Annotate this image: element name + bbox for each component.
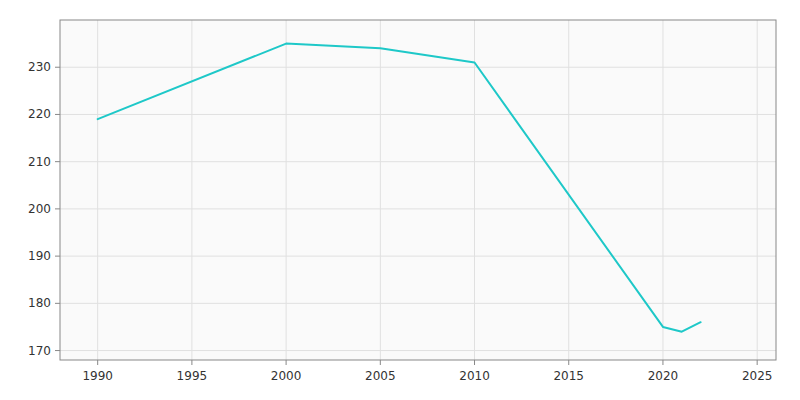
x-tick [380, 360, 381, 365]
y-tick-label: 170 [28, 344, 51, 358]
page: {"chart_data": {"type": "line", "x": [19… [0, 0, 800, 400]
x-tick-label: 2025 [742, 369, 773, 383]
y-tick [55, 256, 60, 257]
plot-background [60, 20, 776, 360]
x-tick-label: 1995 [177, 369, 208, 383]
y-grid-line [60, 256, 776, 257]
x-tick [662, 360, 663, 365]
marks [98, 44, 701, 332]
x-grid-line [97, 20, 98, 360]
x-grid-line [474, 20, 475, 360]
chart-container: 1990 1995 2000 2005 2010 2015 2020 2025 170 180 19… [0, 0, 800, 400]
x-tick [568, 360, 569, 365]
x-tick-label: 2000 [271, 369, 302, 383]
x-grid-line [568, 20, 569, 360]
x-tick [757, 360, 758, 365]
y-tick-label: 220 [28, 107, 51, 121]
x-tick-label: 1990 [82, 369, 113, 383]
y-tick [55, 208, 60, 209]
y-grid-line [60, 114, 776, 115]
y-tick-label: 210 [28, 155, 51, 169]
y-tick [55, 161, 60, 162]
x-grid-line [380, 20, 381, 360]
x-tick-label: 2020 [648, 369, 679, 383]
plot-frame [60, 20, 776, 360]
y-tick [55, 350, 60, 351]
x-grid-line [662, 20, 663, 360]
x-grid-line [757, 20, 758, 360]
x-tick [191, 360, 192, 365]
y-tick [55, 114, 60, 115]
x-grid-line [286, 20, 287, 360]
y-tick-label: 180 [28, 296, 51, 310]
x-tick [474, 360, 475, 365]
y-tick [55, 67, 60, 68]
x-tick-label: 2010 [459, 369, 490, 383]
y-grid-line [60, 161, 776, 162]
data-line [98, 44, 701, 332]
y-grid-line [60, 350, 776, 351]
y-tick-label: 190 [28, 249, 51, 263]
tick-labels: 1990 1995 2000 2005 2010 2015 2020 2025 170 180 19… [28, 60, 772, 383]
y-grid-line [60, 67, 776, 68]
chart-svg: 1990 1995 2000 2005 2010 2015 2020 2025 170 180 19… [0, 0, 800, 400]
y-tick [55, 303, 60, 304]
y-tick-label: 230 [28, 60, 51, 74]
x-tick [286, 360, 287, 365]
y-grid-line [60, 303, 776, 304]
x-tick-label: 2005 [365, 369, 396, 383]
x-tick [97, 360, 98, 365]
y-tick-label: 200 [28, 202, 51, 216]
x-tick-label: 2015 [553, 369, 584, 383]
y-grid-line [60, 208, 776, 209]
grid [60, 20, 776, 360]
x-grid-line [191, 20, 192, 360]
